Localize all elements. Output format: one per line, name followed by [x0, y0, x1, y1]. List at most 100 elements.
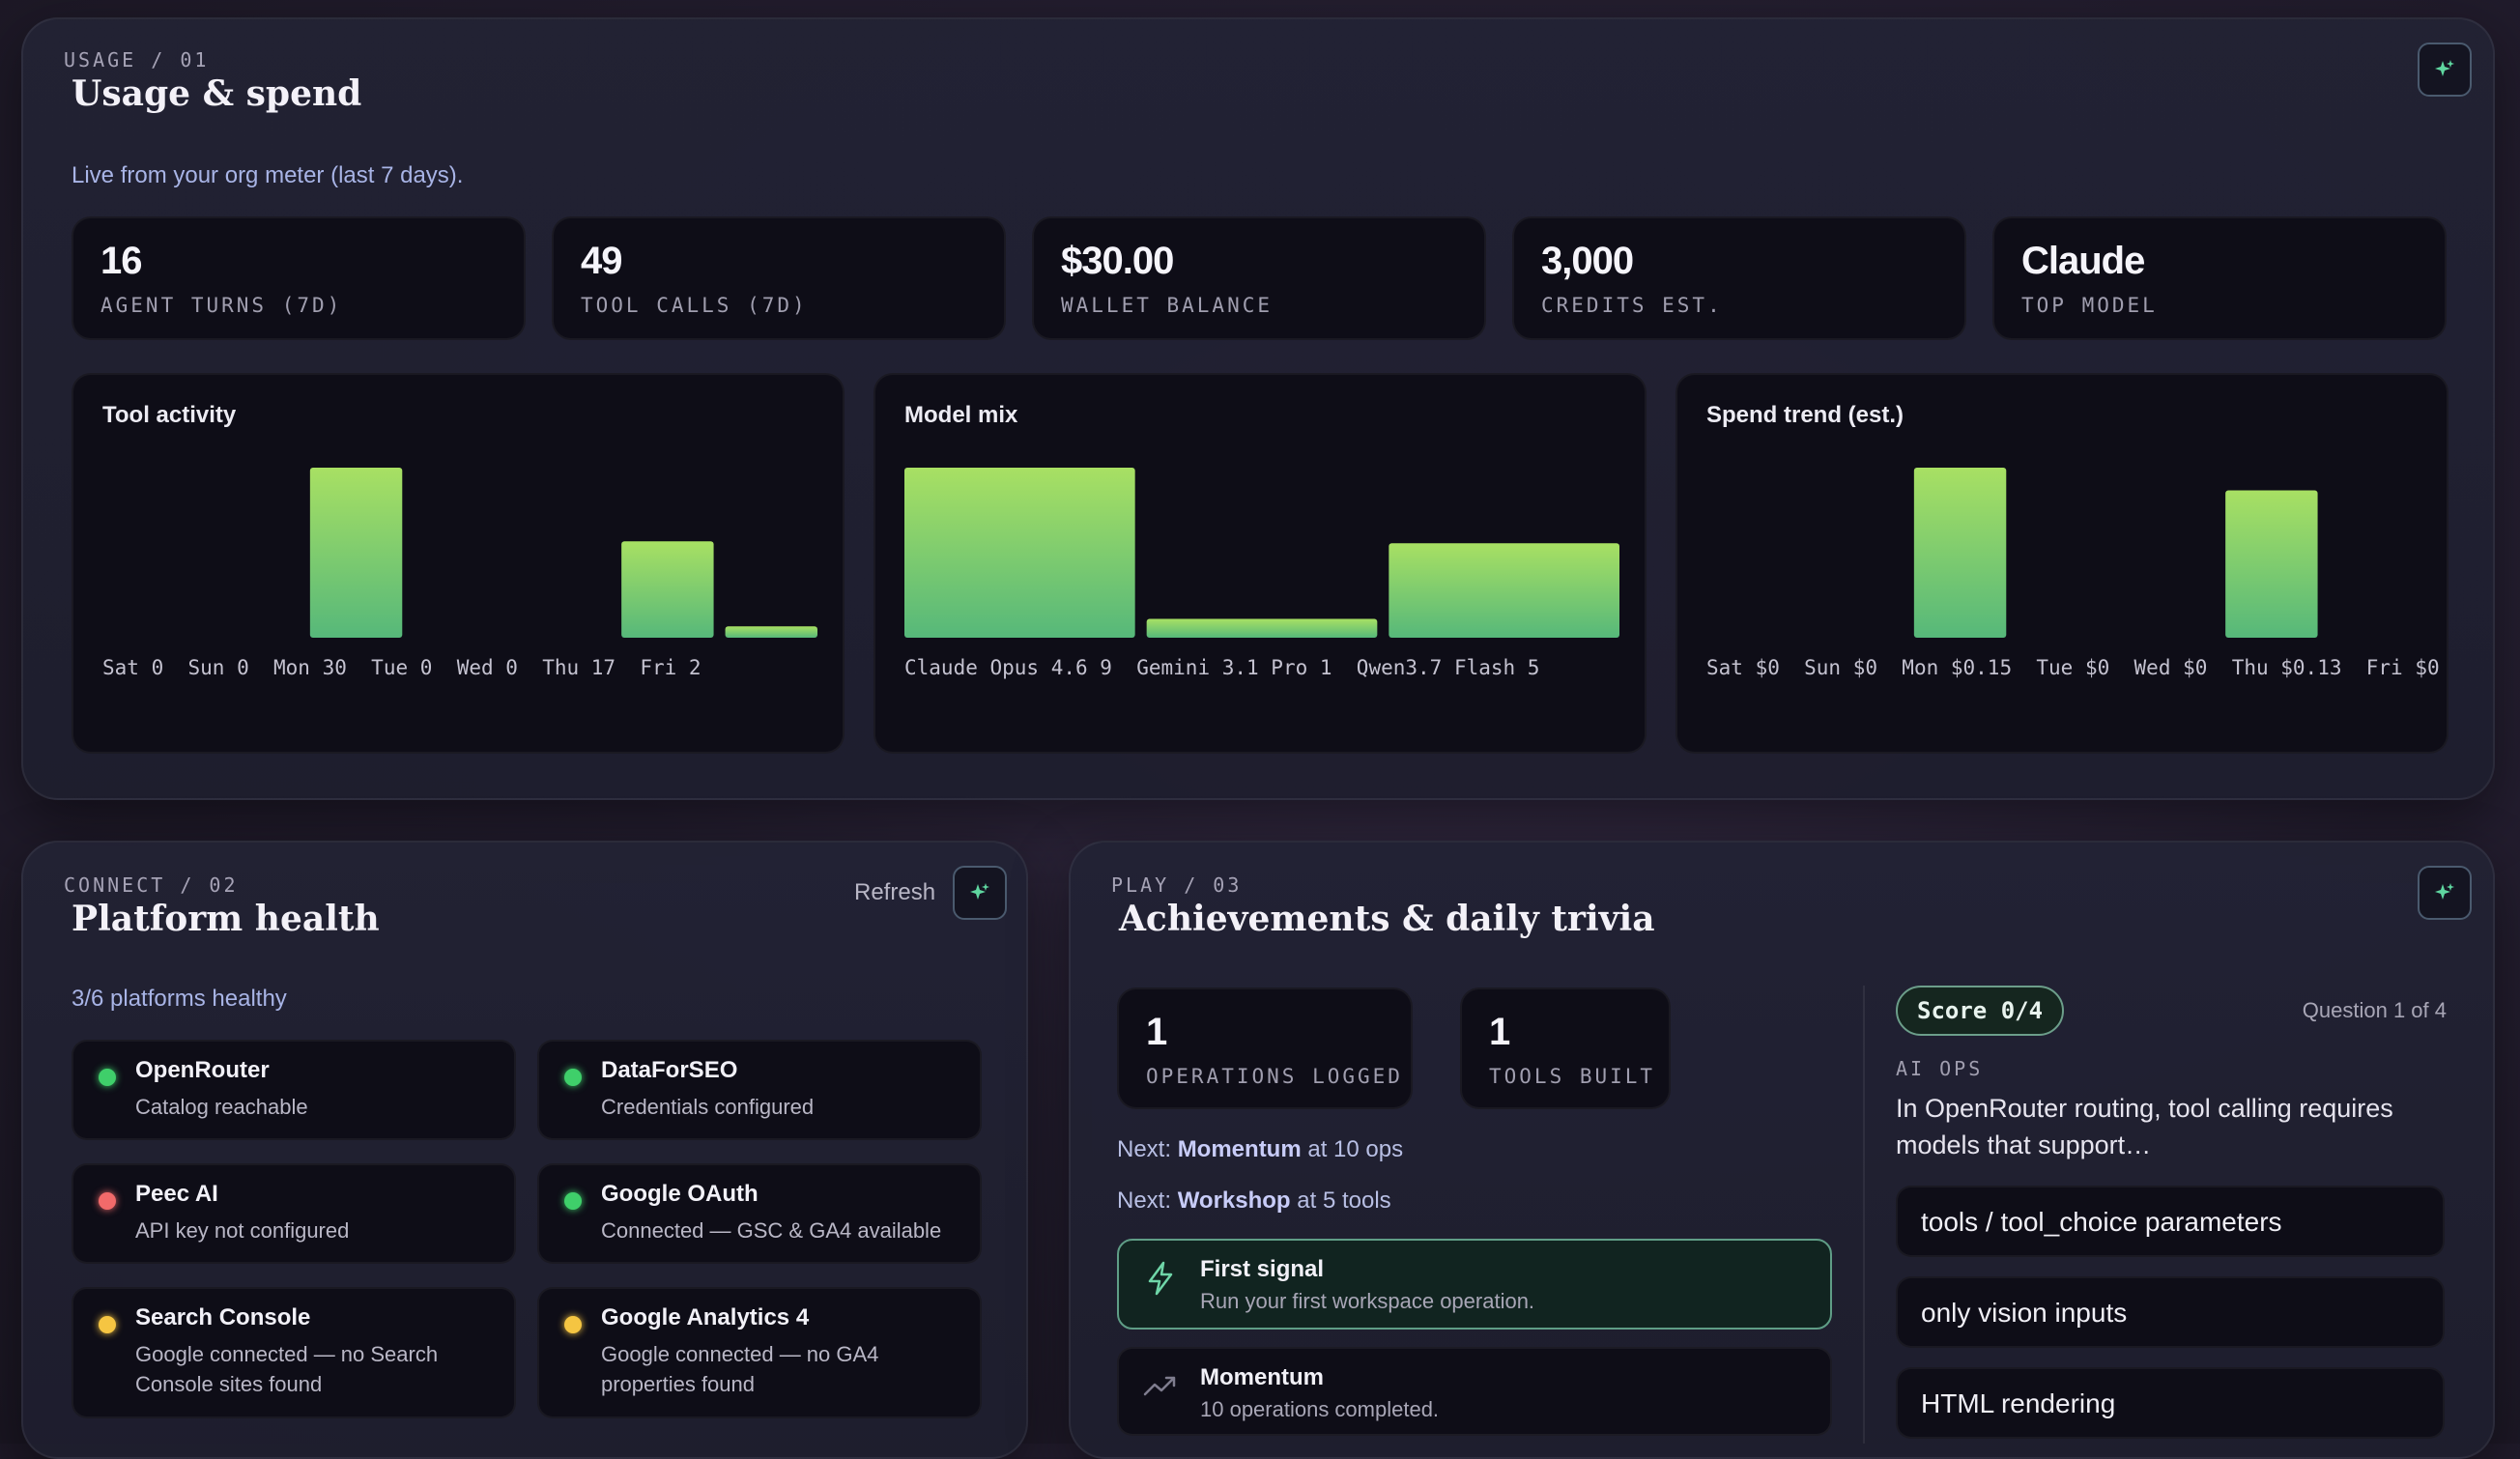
trivia-question: In OpenRouter routing, tool calling requ…	[1896, 1094, 2393, 1159]
trivia-answer-option-2[interactable]: only vision inputs	[1896, 1276, 2445, 1348]
bar-mon	[309, 468, 403, 638]
next-name: Momentum	[1177, 1136, 1302, 1162]
usage-subtitle: Live from your org meter (last 7 days).	[72, 162, 464, 188]
bar-mon	[1913, 468, 2007, 638]
chart-plot: Sat 0 Sun 0 Mon 30 Tue 0 Wed 0 Thu 17 Fr…	[102, 468, 817, 679]
stat-value: 1	[1146, 1011, 1167, 1053]
stat-value: 1	[1489, 1011, 1510, 1053]
connect-action-button[interactable]	[953, 866, 1007, 920]
achievement-title: First signal	[1200, 1256, 1325, 1282]
tick-label: Fri $0	[2341, 656, 2439, 679]
platform-status: Connected — GSC & GA4 available	[601, 1218, 942, 1243]
stat-value: $30.00	[1061, 240, 1174, 282]
chart-plot: Sat $0 Sun $0 Mon $0.15 Tue $0 Wed $0 Th…	[1706, 468, 2440, 679]
tick-label: Qwen3.7 Flash 5	[1332, 656, 1540, 679]
next-name: Workshop	[1177, 1187, 1291, 1214]
platform-status: Google connected — no GA4 properties fou…	[601, 1342, 879, 1396]
trivia-score-badge: Score 0/4	[1896, 986, 2065, 1036]
chart-title: Tool activity	[102, 402, 237, 428]
platform-item-dataforseo: DataForSEO Credentials configured	[537, 1040, 982, 1140]
stat-card-operations-logged: 1 OPERATIONS LOGGED	[1117, 987, 1413, 1109]
chart-spend-trend: Spend trend (est.) Sat $0 Sun $0 Mon $0.…	[1675, 373, 2448, 754]
stat-label: TOP MODEL	[2021, 294, 2158, 317]
stat-value: Claude	[2021, 240, 2145, 282]
stat-card-wallet-balance: $30.00 WALLET BALANCE	[1032, 216, 1486, 340]
tick-label: Sun 0	[163, 656, 249, 679]
platform-status: Credentials configured	[601, 1095, 815, 1119]
connect-eyebrow: CONNECT / 02	[64, 873, 239, 897]
achievement-title: Momentum	[1200, 1364, 1324, 1390]
sparkle-icon	[2435, 60, 2454, 76]
tick-label: Thu $0.13	[2207, 656, 2341, 679]
achievement-first-signal: First signal Run your first workspace op…	[1117, 1239, 1832, 1330]
platform-name: DataForSEO	[601, 1057, 738, 1083]
bar-thu	[2225, 490, 2318, 638]
tick-label: Wed $0	[2109, 656, 2207, 679]
next-prefix: Next:	[1117, 1187, 1172, 1214]
trivia-progress: Question 1 of 4	[2302, 998, 2447, 1022]
chart-model-mix: Model mix Claude Opus 4.6 9 Gemini 3.1 P…	[873, 373, 1647, 754]
tick-label: Claude Opus 4.6 9	[904, 656, 1112, 679]
status-dot	[564, 1316, 582, 1333]
platform-item-google-analytics-4: Google Analytics 4 Google connected — no…	[537, 1287, 982, 1418]
bar-qwen3-7-flash	[1389, 543, 1619, 638]
platform-item-search-console: Search Console Google connected — no Sea…	[72, 1287, 516, 1418]
bar-gemini-3-1-pro	[1146, 618, 1378, 638]
tick-label: Mon 30	[249, 656, 347, 679]
platform-item-peec-ai: Peec AI API key not configured	[72, 1163, 516, 1264]
tick-label: Wed 0	[432, 656, 518, 679]
trivia-answer-option-3[interactable]: HTML rendering	[1896, 1367, 2445, 1439]
stat-card-top-model: Claude TOP MODEL	[1992, 216, 2447, 340]
platform-status: API key not configured	[135, 1218, 350, 1243]
tick-labels: Sat $0 Sun $0 Mon $0.15 Tue $0 Wed $0 Th…	[1706, 656, 2440, 679]
achievement-momentum: Momentum 10 operations completed.	[1117, 1347, 1832, 1436]
platform-status: Google connected — no Search Console sit…	[135, 1342, 439, 1396]
connect-panel: CONNECT / 02 Platform health Refresh 3/6…	[21, 841, 1028, 1459]
tick-label: Thu 17	[518, 656, 616, 679]
connect-title: Platform health	[72, 899, 380, 939]
stat-label: OPERATIONS LOGGED	[1146, 1065, 1403, 1088]
platform-name: Search Console	[135, 1304, 311, 1330]
achievement-desc: Run your first workspace operation.	[1200, 1289, 1535, 1313]
stat-card-tools-built: 1 TOOLS BUILT	[1460, 987, 1671, 1109]
status-dot	[564, 1069, 582, 1086]
play-title: Achievements & daily trivia	[1119, 899, 1655, 939]
next-achievement-momentum: Next: Momentum at 10 ops	[1117, 1136, 1403, 1163]
tick-labels: Sat 0 Sun 0 Mon 30 Tue 0 Wed 0 Thu 17 Fr…	[102, 656, 702, 679]
stat-card-tool-calls: 49 TOOL CALLS (7D)	[552, 216, 1006, 340]
next-suffix: at 5 tools	[1297, 1187, 1391, 1214]
status-dot	[564, 1192, 582, 1210]
stat-value: 3,000	[1541, 240, 1634, 282]
status-dot	[99, 1316, 116, 1333]
usage-panel: USAGE / 01 Usage & spend Live from your …	[21, 17, 2495, 800]
status-dot	[99, 1069, 116, 1086]
bar-claude-opus-4-6	[904, 468, 1135, 638]
stat-label: AGENT TURNS (7D)	[100, 294, 343, 317]
chart-title: Spend trend (est.)	[1706, 402, 1904, 428]
bar-thu	[621, 541, 714, 638]
usage-action-button[interactable]	[2418, 43, 2472, 97]
sparkle-icon	[2435, 883, 2454, 900]
tick-label: Sun $0	[1780, 656, 1877, 679]
achievement-desc: 10 operations completed.	[1200, 1397, 1440, 1421]
platform-name: Google Analytics 4	[601, 1304, 810, 1330]
chart-tool-activity: Tool activity Sat 0 Sun 0 Mon 30 Tue 0 W…	[72, 373, 845, 754]
lightning-icon	[1142, 1260, 1179, 1302]
refresh-button[interactable]: Refresh	[854, 879, 936, 905]
trivia-answer-option-1[interactable]: tools / tool_choice parameters	[1896, 1186, 2445, 1257]
status-dot	[99, 1192, 116, 1210]
platform-name: Peec AI	[135, 1181, 218, 1207]
next-suffix: at 10 ops	[1307, 1136, 1404, 1162]
stat-label: CREDITS EST.	[1541, 294, 1723, 317]
play-action-button[interactable]	[2418, 866, 2472, 920]
tick-label: Mon $0.15	[1877, 656, 2012, 679]
platform-item-google-oauth: Google OAuth Connected — GSC & GA4 avail…	[537, 1163, 982, 1264]
trend-up-icon	[1142, 1368, 1179, 1410]
stat-value: 49	[581, 240, 622, 282]
stat-label: TOOL CALLS (7D)	[581, 294, 808, 317]
platform-name: OpenRouter	[135, 1057, 270, 1083]
stat-label: TOOLS BUILT	[1489, 1065, 1656, 1088]
tick-label: Tue 0	[347, 656, 433, 679]
chart-title: Model mix	[904, 402, 1018, 428]
platform-status: Catalog reachable	[135, 1095, 308, 1119]
